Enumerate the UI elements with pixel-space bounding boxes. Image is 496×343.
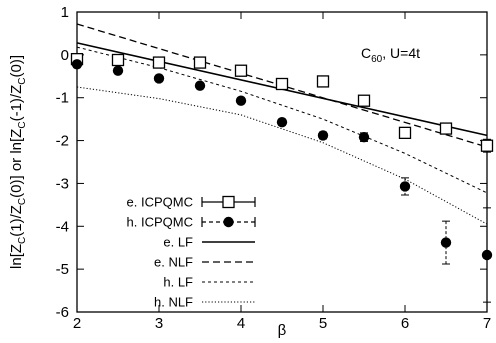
y-tick-label: 0 [61, 47, 69, 64]
data-point [153, 73, 165, 84]
data-point [480, 139, 494, 152]
data-point [399, 181, 411, 192]
data-point [440, 237, 452, 248]
series-points [70, 52, 494, 153]
x-axis-label: β [278, 322, 287, 339]
x-tick-label: 4 [237, 315, 245, 332]
y-tick-label: -2 [56, 133, 69, 150]
y-tick-label: -6 [56, 304, 69, 321]
legend: e. ICPQMC h. ICPQMC e. LF e. NLF h. LF h. NLF [127, 195, 256, 310]
plot-frame [76, 11, 488, 313]
data-point [316, 75, 330, 88]
data-point [358, 131, 370, 143]
data-point [398, 126, 412, 140]
y-tick-label: -4 [56, 218, 69, 235]
y-axis-label: ln[ZC(1)/ZC(0)] or ln[ZC(-1)/ZC(0)] [8, 55, 28, 269]
axis-ticks: 2 3 4 5 6 7 1 0 -1 -2 -3 -4 -5 -6 [56, 4, 492, 332]
data-point [357, 94, 371, 107]
legend-label: h. LF [163, 275, 193, 290]
y-tick-label: 1 [61, 4, 69, 21]
data-point [481, 249, 493, 261]
data-point [112, 65, 124, 76]
data-point [152, 56, 166, 69]
x-tick-label: 3 [155, 315, 163, 332]
data-point [193, 56, 207, 69]
data-point [194, 80, 206, 91]
data-point [317, 130, 329, 141]
x-tick-label: 5 [319, 315, 327, 332]
legend-label: h. ICPQMC [127, 215, 193, 230]
legend-label: e. LF [163, 235, 193, 250]
data-point [235, 95, 247, 106]
y-tick-label: -3 [56, 175, 69, 192]
y-tick-label: -5 [56, 261, 69, 278]
legend-label: e. NLF [154, 255, 193, 270]
data-point [111, 53, 125, 67]
data-point [222, 195, 235, 209]
legend-label: e. ICPQMC [127, 195, 193, 210]
chart-annotation: C60, U=4t [361, 45, 420, 65]
x-tick-label: 2 [73, 315, 81, 332]
series-layer [70, 23, 494, 303]
y-tick-label: -1 [56, 90, 69, 107]
data-point [71, 59, 83, 70]
data-point [276, 116, 288, 128]
x-tick-label: 6 [401, 315, 409, 332]
series-line [76, 46, 488, 194]
x-tick-label: 7 [483, 315, 491, 332]
data-point [223, 216, 234, 228]
data-point [234, 64, 248, 77]
legend-label: h. NLF [154, 295, 193, 310]
data-point [275, 77, 289, 91]
series-points [71, 59, 493, 303]
data-point [439, 122, 453, 135]
